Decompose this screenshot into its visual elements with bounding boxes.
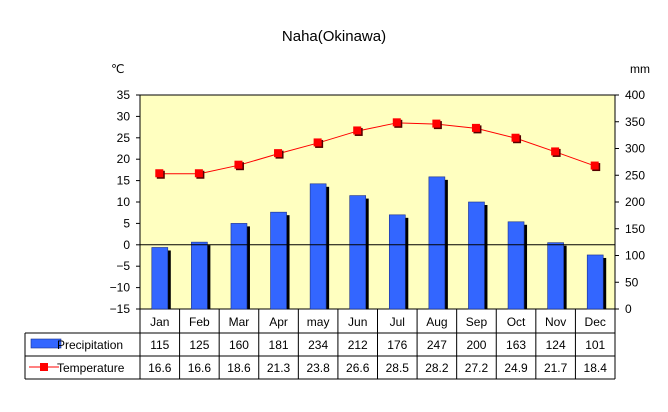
- precipitation-value: 234: [308, 338, 328, 352]
- precipitation-bar: [547, 242, 564, 310]
- left-axis-tick-label: −10: [110, 281, 131, 295]
- right-axis-tick-label: 100: [625, 249, 645, 263]
- temperature-value: 28.5: [386, 361, 410, 375]
- precipitation-value: 124: [546, 338, 566, 352]
- temperature-marker: [392, 118, 401, 127]
- right-axis-tick-label: 400: [625, 88, 645, 102]
- category-label: Dec: [585, 315, 606, 329]
- left-axis-tick-label: −15: [110, 302, 131, 316]
- temperature-value: 18.4: [584, 361, 608, 375]
- left-axis-tick-label: 0: [123, 238, 130, 252]
- left-axis-unit: ℃: [111, 62, 125, 76]
- precipitation-value: 181: [269, 338, 289, 352]
- category-label: Jan: [150, 315, 169, 329]
- precipitation-value: 200: [466, 338, 486, 352]
- temperature-marker: [234, 160, 243, 169]
- right-axis-tick-label: 350: [625, 115, 645, 129]
- temperature-marker: [155, 169, 164, 178]
- right-axis-tick-label: 50: [625, 275, 639, 289]
- left-axis-tick-label: 15: [117, 174, 131, 188]
- left-axis-tick-label: 35: [117, 88, 131, 102]
- temperature-value: 16.6: [148, 361, 172, 375]
- category-label: Feb: [189, 315, 210, 329]
- temperature-marker: [551, 147, 560, 156]
- temperature-marker: [471, 123, 480, 132]
- left-axis-tick-label: 10: [117, 195, 131, 209]
- temperature-value: 18.6: [227, 361, 251, 375]
- left-axis-tick-label: 20: [117, 152, 131, 166]
- category-label: may: [307, 315, 330, 329]
- precipitation-value: 176: [387, 338, 407, 352]
- temperature-marker: [590, 161, 599, 170]
- temperature-marker: [353, 126, 362, 135]
- temperature-value: 23.8: [306, 361, 330, 375]
- precipitation-bar: [230, 223, 248, 310]
- temperature-value: 16.6: [188, 361, 212, 375]
- temperature-marker: [194, 169, 203, 178]
- right-axis-tick-label: 250: [625, 168, 645, 182]
- category-label: Nov: [545, 315, 566, 329]
- precipitation-value: 125: [189, 338, 209, 352]
- right-axis-unit: mm: [630, 62, 650, 76]
- precipitation-bar: [151, 247, 169, 310]
- precipitation-value: 101: [585, 338, 605, 352]
- temperature-marker: [313, 138, 322, 147]
- category-label: Jun: [348, 315, 367, 329]
- precipitation-value: 163: [506, 338, 526, 352]
- plot-area: [139, 94, 616, 310]
- temperature-marker: [274, 149, 283, 158]
- right-axis-tick-label: 0: [625, 302, 632, 316]
- category-label: Mar: [229, 315, 250, 329]
- temperature-value: 28.2: [425, 361, 449, 375]
- left-axis-tick-label: 5: [123, 216, 130, 230]
- temperature-marker: [511, 133, 520, 142]
- temperature-value: 26.6: [346, 361, 370, 375]
- left-axis-tick-label: −5: [116, 259, 130, 273]
- category-label: Oct: [507, 315, 526, 329]
- precipitation-legend-key: [30, 338, 62, 349]
- precipitation-bar: [468, 201, 485, 310]
- category-label: Aug: [426, 315, 447, 329]
- left-axis-tick-label: 30: [117, 109, 131, 123]
- right-axis-tick-label: 150: [625, 222, 645, 236]
- left-axis-tick-label: 25: [117, 131, 131, 145]
- precipitation-bar: [270, 211, 287, 310]
- temperature-value: 21.7: [544, 361, 568, 375]
- precipitation-bar: [388, 214, 406, 310]
- precipitation-value: 247: [427, 338, 447, 352]
- category-label: Jul: [390, 315, 405, 329]
- temperature-marker: [432, 119, 441, 128]
- precipitation-bar: [428, 176, 446, 310]
- precipitation-value: 212: [348, 338, 368, 352]
- precipitation-bar: [507, 221, 525, 310]
- right-axis-tick-label: 200: [625, 195, 645, 209]
- right-axis-tick-label: 300: [625, 142, 645, 156]
- precipitation-bar: [309, 183, 327, 310]
- temperature-legend-marker: [40, 363, 48, 371]
- precipitation-value: 115: [150, 338, 169, 352]
- precipitation-bar: [191, 241, 208, 310]
- temperature-legend-label: Temperature: [57, 361, 125, 375]
- chart-title: Naha(Okinawa): [281, 28, 387, 45]
- precipitation-value: 160: [229, 338, 249, 352]
- temperature-value: 21.3: [267, 361, 291, 375]
- category-label: Sep: [466, 315, 488, 329]
- precipitation-bar: [586, 254, 604, 310]
- temperature-value: 24.9: [504, 361, 528, 375]
- temperature-value: 27.2: [465, 361, 489, 375]
- precipitation-legend-label: Precipitation: [57, 338, 123, 352]
- temperature-line: [159, 122, 596, 175]
- category-label: Apr: [269, 315, 288, 329]
- precipitation-bar: [349, 195, 367, 310]
